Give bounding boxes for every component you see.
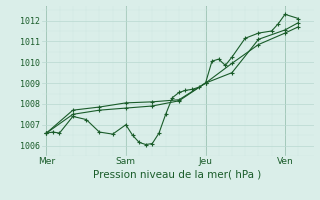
X-axis label: Pression niveau de la mer( hPa ): Pression niveau de la mer( hPa ) [93,169,262,179]
